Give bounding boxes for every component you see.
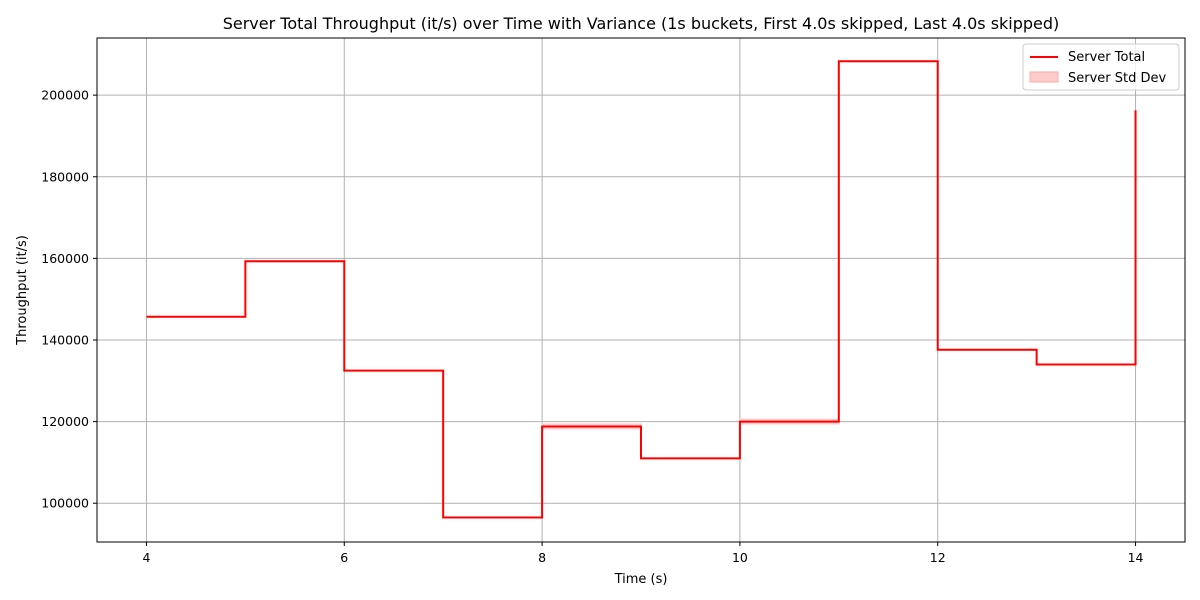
x-tick-label: 8 xyxy=(538,550,546,565)
y-tick-label: 100000 xyxy=(41,496,89,511)
legend-label-server-std-dev: Server Std Dev xyxy=(1068,71,1167,86)
y-tick-label: 160000 xyxy=(41,251,89,266)
plot-frame xyxy=(96,37,1186,543)
y-axis-label: Throughput (it/s) xyxy=(15,235,30,346)
y-tick-label: 140000 xyxy=(41,332,89,347)
legend: Server Total Server Std Dev xyxy=(1022,43,1180,91)
legend-label-server-total: Server Total xyxy=(1068,50,1145,65)
x-tick-label: 4 xyxy=(142,550,150,565)
x-tick-label: 6 xyxy=(340,550,348,565)
y-tick-label: 180000 xyxy=(41,169,89,184)
y-tick-label: 200000 xyxy=(41,88,89,103)
chart-title: Server Total Throughput (it/s) over Time… xyxy=(223,14,1060,33)
x-tick-label: 14 xyxy=(1128,550,1144,565)
series-layer xyxy=(146,60,1137,519)
legend-swatch-server-std-dev xyxy=(1029,71,1059,83)
x-axis-label: Time (s) xyxy=(614,572,668,587)
x-tick-label: 12 xyxy=(930,550,946,565)
y-tick-label: 120000 xyxy=(41,414,89,429)
x-tick-label: 10 xyxy=(732,550,748,565)
axis-ticks: 4 6 8 10 12 14 100000 120000 140000 160000 180000 2… xyxy=(41,88,1143,565)
legend-box xyxy=(1022,43,1180,91)
